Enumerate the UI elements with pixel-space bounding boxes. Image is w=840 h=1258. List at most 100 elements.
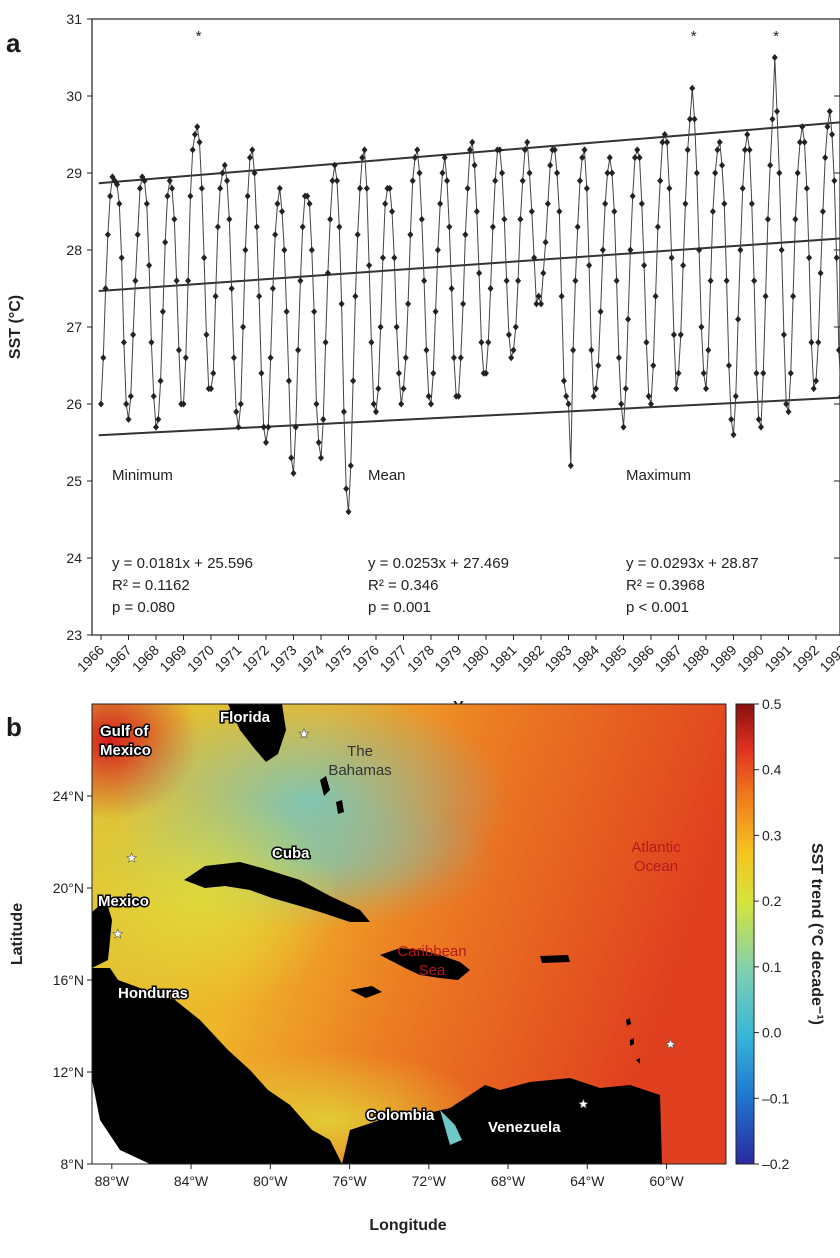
data-point xyxy=(368,338,375,346)
data-point xyxy=(707,277,714,285)
data-point xyxy=(295,346,302,354)
place-label: Caribbean Sea xyxy=(397,943,466,979)
data-point xyxy=(185,277,192,285)
data-point xyxy=(409,177,416,185)
data-point xyxy=(613,277,620,285)
max-stat-text: p < 0.001 xyxy=(626,599,689,616)
data-point xyxy=(324,269,331,277)
data-point xyxy=(824,123,831,131)
data-point xyxy=(503,277,510,285)
station-star xyxy=(577,1098,589,1109)
data-point xyxy=(311,308,318,316)
data-point xyxy=(524,138,531,146)
data-point xyxy=(774,107,781,115)
data-point xyxy=(148,338,155,346)
data-point xyxy=(771,54,778,61)
min-stat-text: Minimum xyxy=(112,467,173,484)
colorbar-tick-label: 0.5 xyxy=(762,696,782,712)
data-point xyxy=(746,146,753,154)
data-point xyxy=(260,423,267,431)
data-point xyxy=(664,138,671,146)
lon-tick-label: 72°W xyxy=(412,1173,447,1189)
latitude-axis-title: Latitude xyxy=(9,903,26,965)
x-tick-label: 1979 xyxy=(431,642,464,675)
data-point xyxy=(329,177,336,185)
data-point xyxy=(155,415,162,423)
data-point xyxy=(290,469,297,477)
data-point xyxy=(813,377,819,385)
data-point xyxy=(817,269,824,277)
data-point xyxy=(583,184,590,192)
data-point xyxy=(741,146,748,154)
data-point xyxy=(652,292,659,300)
x-tick-label: 1976 xyxy=(349,642,382,675)
data-point xyxy=(593,385,599,393)
data-point xyxy=(416,169,423,177)
data-point xyxy=(512,323,519,331)
mean-stat-text: p = 0.001 xyxy=(368,599,431,616)
data-point xyxy=(102,285,109,292)
data-point xyxy=(670,331,677,339)
data-point xyxy=(334,177,341,185)
data-point xyxy=(556,208,563,215)
data-point xyxy=(526,169,533,177)
x-tick-label: 1990 xyxy=(734,642,767,675)
data-point xyxy=(604,169,611,177)
longitude-axis-title: Longitude xyxy=(369,1217,446,1234)
data-point xyxy=(180,400,187,408)
data-point xyxy=(496,146,503,154)
florida-land xyxy=(228,704,286,762)
data-point xyxy=(159,308,166,316)
data-point xyxy=(107,192,114,200)
data-point xyxy=(100,354,107,362)
data-point xyxy=(377,323,384,331)
data-point xyxy=(389,208,396,215)
data-point xyxy=(767,161,774,169)
data-point xyxy=(345,508,352,516)
data-point xyxy=(666,184,673,192)
data-point xyxy=(123,400,130,408)
x-tick-label: 1966 xyxy=(74,642,107,675)
x-tick-label: 1978 xyxy=(404,642,437,675)
data-point xyxy=(281,246,288,254)
data-point xyxy=(246,154,253,162)
lon-tick-label: 68°W xyxy=(491,1173,526,1189)
central-america-land xyxy=(92,968,342,1164)
data-point xyxy=(521,146,528,154)
data-point xyxy=(157,377,164,385)
data-point xyxy=(648,400,654,408)
x-tick-label: 1970 xyxy=(184,642,217,675)
data-point xyxy=(693,169,700,177)
data-point xyxy=(673,385,680,393)
data-point xyxy=(201,254,208,262)
x-tick-label: 1969 xyxy=(156,642,189,675)
data-point xyxy=(235,423,242,431)
data-point xyxy=(269,285,276,292)
data-point xyxy=(723,277,730,285)
data-point xyxy=(455,392,462,400)
data-point xyxy=(833,254,840,262)
data-point xyxy=(219,169,226,177)
data-point xyxy=(696,246,703,254)
colorbar-tick-label: 0.0 xyxy=(762,1025,782,1041)
data-point xyxy=(611,208,618,215)
data-point xyxy=(602,200,609,208)
data-point xyxy=(118,254,125,262)
x-tick-label: 1972 xyxy=(239,642,272,675)
y-tick-label: 25 xyxy=(66,473,82,489)
significance-asterisk: * xyxy=(691,28,697,45)
sst-trend-map xyxy=(92,704,726,1164)
data-point xyxy=(114,181,121,189)
station-markers xyxy=(112,728,677,1109)
x-tick-label: 1981 xyxy=(486,642,519,675)
data-point xyxy=(709,208,716,215)
data-point xyxy=(519,177,526,185)
data-point xyxy=(803,184,810,192)
data-point xyxy=(762,292,769,300)
data-point xyxy=(173,277,180,285)
data-point xyxy=(171,215,178,223)
data-point xyxy=(801,138,808,146)
cuba-land xyxy=(184,862,370,922)
data-point xyxy=(253,223,260,231)
